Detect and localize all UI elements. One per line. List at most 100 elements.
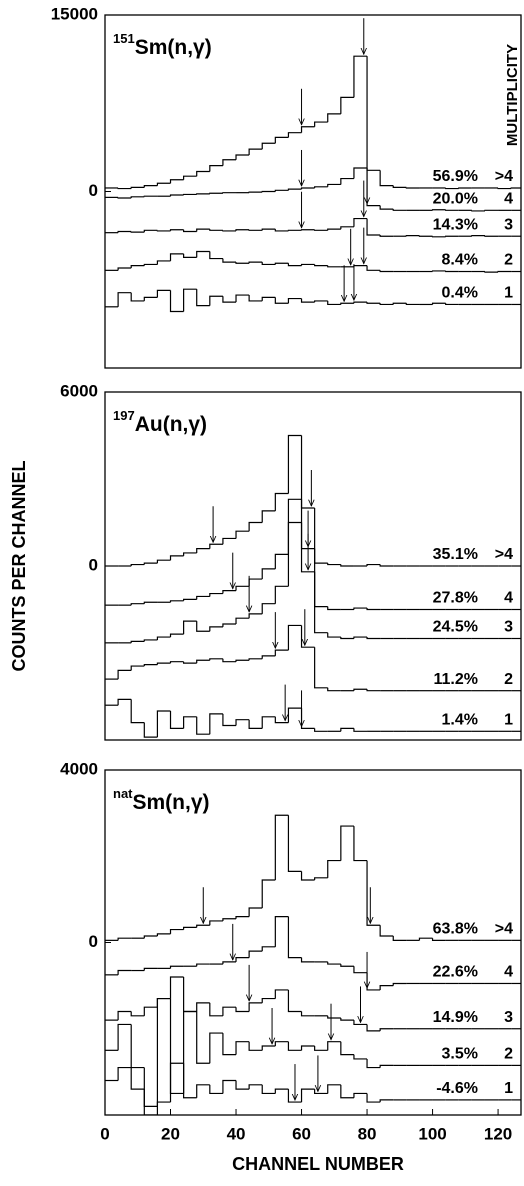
histogram-bin [418, 235, 433, 237]
histogram-bin [314, 877, 328, 880]
histogram-bin [261, 1045, 276, 1051]
histogram-bin [156, 662, 171, 665]
histogram-bin [156, 636, 171, 640]
histogram-bin [379, 205, 394, 210]
histogram-bin [130, 640, 145, 643]
histogram-bin [300, 1011, 315, 1017]
histogram-bin [340, 177, 354, 185]
histogram-bin [222, 296, 237, 303]
histogram-bin [340, 302, 354, 305]
histogram-bin [196, 1011, 210, 1064]
histogram-bin [445, 270, 459, 273]
histogram-bin [366, 860, 381, 926]
histogram-bin [183, 288, 197, 312]
histogram-bin [300, 126, 315, 133]
y-tick-label: 0 [89, 932, 98, 951]
histogram-bin [143, 639, 158, 642]
histogram-bin [130, 603, 145, 606]
histogram-bin [248, 719, 263, 729]
histogram-bin [379, 925, 394, 937]
plot-frame [104, 769, 522, 1116]
histogram-bin [169, 179, 184, 184]
histogram-bin [196, 548, 210, 553]
histogram-bin [379, 270, 394, 273]
histogram-bin [314, 121, 328, 127]
histogram-bin [130, 265, 145, 268]
fraction-label: 22.6% [433, 964, 478, 981]
histogram-bin [130, 186, 145, 189]
histogram-bin [235, 294, 250, 303]
histogram-bin [209, 295, 223, 306]
multiplicity-label: 1 [504, 285, 513, 302]
histogram-bin [445, 187, 459, 190]
histogram-bin [274, 989, 289, 999]
histogram-bin [353, 826, 368, 862]
histogram-bin [274, 262, 289, 265]
x-tick-label: 40 [227, 1124, 246, 1143]
histogram-bin [143, 1089, 158, 1115]
histogram-bin [314, 647, 328, 689]
histogram-bin [366, 608, 381, 611]
histogram-bin [287, 498, 302, 555]
histogram-bin [261, 228, 276, 231]
histogram-bin [169, 253, 184, 261]
histogram-bin [117, 197, 132, 199]
histogram-bin [261, 296, 276, 301]
histogram-bin [169, 600, 184, 603]
histogram-bin [300, 263, 315, 266]
panel-title: 197Au(n,γ) [113, 408, 207, 435]
histogram-bin [366, 167, 381, 207]
histogram-bin [222, 230, 237, 232]
histogram-bin [274, 492, 289, 511]
histogram-bin [130, 563, 145, 566]
title-prefix: nat [113, 786, 133, 801]
histogram-bin [156, 997, 171, 1107]
histogram-bin [340, 637, 354, 640]
histogram-bin [235, 262, 250, 264]
histogram-bin [379, 235, 394, 237]
histogram-bin [300, 435, 315, 509]
histogram-bin [366, 689, 381, 692]
histogram-bin [196, 289, 210, 307]
histogram-bin [169, 928, 184, 934]
histogram-bin [130, 292, 145, 302]
histogram-bin [314, 229, 328, 231]
histogram-bin [445, 209, 459, 211]
histogram-bin [274, 297, 289, 304]
histogram-bin [340, 1017, 354, 1021]
histogram-bin [156, 260, 171, 265]
histogram-bin [156, 997, 171, 1008]
histogram-bin [300, 1088, 315, 1103]
histogram-bin [196, 250, 210, 258]
histogram-bin [169, 633, 184, 638]
fraction-label: 1.4% [442, 712, 478, 729]
histogram-bin [130, 699, 145, 724]
histogram-bin [287, 132, 302, 138]
histogram-bin [169, 555, 184, 561]
multiplicity-label: 2 [504, 1046, 513, 1063]
histogram-bin [156, 559, 171, 564]
histogram-bin [287, 624, 302, 651]
histogram-bin [117, 698, 132, 706]
y-tick-label: 15000 [51, 4, 98, 23]
histogram-bin [353, 728, 368, 732]
histogram-bin [274, 585, 289, 604]
histogram-bin [222, 623, 237, 627]
histogram-bin [156, 289, 171, 298]
histogram-bin [353, 636, 368, 639]
histogram-bin [366, 563, 381, 566]
histogram-bin [431, 938, 446, 941]
histogram-bin [222, 159, 237, 166]
histogram-bin [327, 632, 341, 638]
title-main: Sm(n,γ) [133, 791, 210, 814]
histogram-bin [274, 716, 289, 724]
histogram-bin [300, 957, 315, 963]
histogram-bin [156, 1101, 171, 1115]
histogram-bin [117, 1010, 132, 1021]
histogram-bin [314, 508, 328, 564]
x-tick-label: 60 [292, 1124, 311, 1143]
histogram-bin [196, 193, 210, 195]
histogram-bin [169, 998, 184, 1095]
histogram-bin [248, 907, 263, 917]
histogram-bin [314, 264, 328, 267]
